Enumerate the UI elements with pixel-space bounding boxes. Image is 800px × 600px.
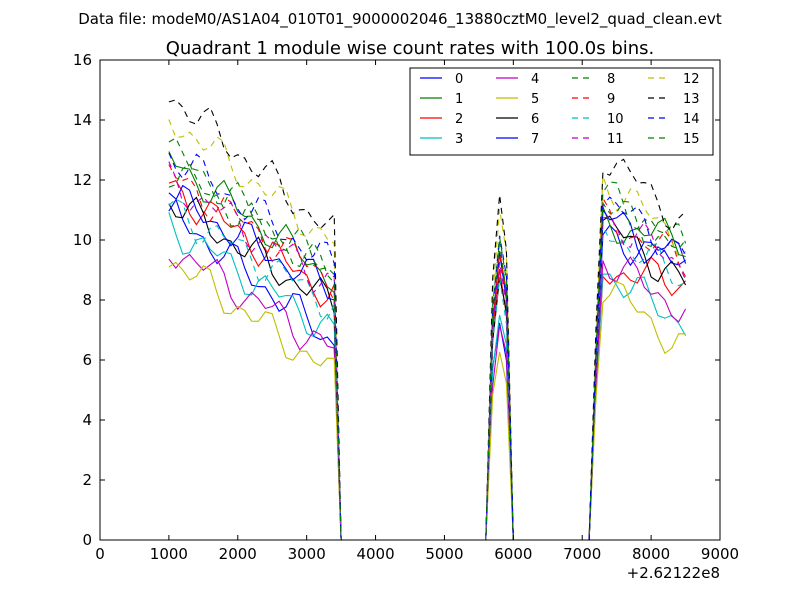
legend-label-14: 14 (683, 112, 700, 127)
y-tick-label: 6 (82, 351, 92, 369)
y-tick-label: 2 (82, 471, 92, 489)
legend-label-15: 15 (683, 132, 700, 147)
x-tick-label: 8000 (632, 545, 670, 563)
y-tick-label: 8 (82, 291, 92, 309)
legend-label-10: 10 (607, 112, 624, 127)
y-tick-label: 0 (82, 531, 92, 549)
legend-label-11: 11 (607, 132, 624, 147)
x-tick-label: 2000 (219, 545, 257, 563)
x-tick-label: 9000 (701, 545, 739, 563)
x-tick-label: 5000 (425, 545, 463, 563)
legend-label-5: 5 (531, 92, 539, 107)
legend-label-9: 9 (607, 92, 615, 107)
x-tick-label: 1000 (150, 545, 188, 563)
x-offset-label: +2.62122e8 (627, 564, 720, 582)
x-tick-label: 0 (95, 545, 105, 563)
axes: 0 1000 2000 3000 4000 5000 6000 7000 8000 9000 0 2 4… (73, 51, 739, 563)
x-tick-label: 7000 (563, 545, 601, 563)
legend-label-4: 4 (531, 72, 539, 87)
y-tick-label: 12 (73, 171, 92, 189)
legend-box (409, 67, 714, 156)
legend-label-0: 0 (455, 72, 463, 87)
legend-label-8: 8 (607, 72, 615, 87)
x-tick-label: 3000 (288, 545, 326, 563)
y-tick-label: 10 (73, 231, 92, 249)
y-tick-label: 16 (73, 51, 92, 69)
legend-label-3: 3 (455, 132, 463, 147)
legend-label-7: 7 (531, 132, 539, 147)
y-tick-label: 4 (82, 411, 92, 429)
legend-label-1: 1 (455, 92, 463, 107)
figure-suptitle: Data file: modeM0/AS1A04_010T01_90000020… (78, 10, 722, 29)
x-tick-label: 6000 (494, 545, 532, 563)
y-tick-label: 14 (73, 111, 92, 129)
legend-label-6: 6 (531, 112, 539, 127)
legend-label-2: 2 (455, 112, 463, 127)
legend-label-13: 13 (683, 92, 700, 107)
x-tick-label: 4000 (356, 545, 394, 563)
chart-title: Quadrant 1 module wise count rates with … (166, 38, 655, 59)
legend-label-12: 12 (683, 72, 700, 87)
series-line-10 (168, 198, 686, 541)
